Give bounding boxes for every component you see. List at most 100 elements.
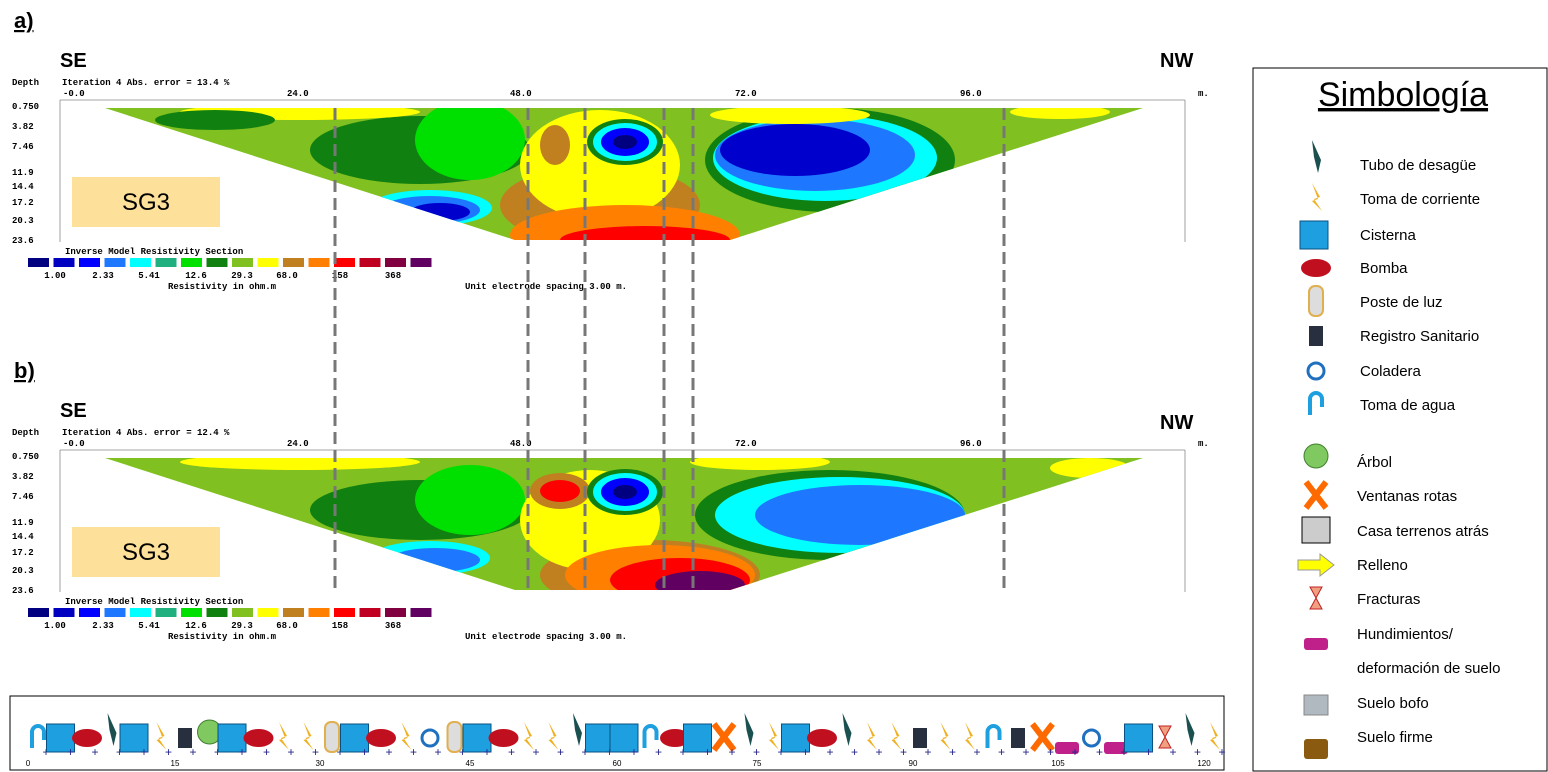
scale-unit: Resistivity in ohm.m <box>168 282 277 292</box>
scale-swatch <box>385 258 406 267</box>
legend-icon <box>585 723 614 753</box>
scale-label: 2.33 <box>92 271 114 281</box>
legend-icon <box>1309 586 1323 610</box>
legend-icon <box>1303 480 1329 510</box>
legend-item: Fracturas <box>1357 591 1420 608</box>
resistivity-zone <box>410 203 470 221</box>
direction-left: SE <box>60 400 87 422</box>
section-title: Inverse Model Resistivity Section <box>65 597 243 607</box>
resistivity-zone <box>540 125 570 165</box>
scale-label: 1.00 <box>44 621 66 631</box>
depth-tick-label: 11.9 <box>12 168 34 178</box>
strip-electrode: + <box>165 745 172 759</box>
strip-tick-label: 60 <box>613 759 622 768</box>
strip-electrode: + <box>287 745 294 759</box>
legend-icon <box>1104 742 1128 754</box>
tag-box <box>72 527 220 577</box>
resistivity-zone <box>560 226 730 240</box>
strip-electrode: + <box>1047 745 1054 759</box>
strip-tick-label: 105 <box>1051 759 1065 768</box>
strip-electrode: + <box>1096 745 1103 759</box>
depth-tick-label: 0.750 <box>12 452 39 462</box>
resistivity-zone <box>720 124 870 176</box>
strip-electrode: + <box>312 745 319 759</box>
x-tick-label: 96.0 <box>960 89 982 99</box>
legend-item: Relleno <box>1357 557 1408 574</box>
scale-label: 5.41 <box>138 621 160 631</box>
scale-unit: Resistivity in ohm.m <box>168 632 277 642</box>
legend-item: Poste de luz <box>1360 294 1443 311</box>
legend-icon <box>1303 443 1329 469</box>
legend-icon <box>1308 391 1324 415</box>
scale-swatch <box>308 608 330 617</box>
x-unit: m. <box>1198 89 1209 99</box>
resistivity-zone <box>155 110 275 130</box>
spacing-text: Unit electrode spacing 3.00 m. <box>465 632 627 642</box>
section-title: Inverse Model Resistivity Section <box>65 247 243 257</box>
legend-icon <box>1158 725 1172 749</box>
x-tick-label: -0.0 <box>63 89 85 99</box>
iteration-text: Iteration 4 Abs. error = 12.4 % <box>62 428 230 438</box>
resistivity-panel: a) SE NW Depth Iteration 4 Abs. error = 13.4… <box>12 8 1209 292</box>
legend-icon <box>446 721 463 753</box>
strip-electrode: + <box>557 745 564 759</box>
strip-electrode: + <box>949 745 956 759</box>
resistivity-zone <box>415 465 525 535</box>
legend-icon <box>1299 220 1329 250</box>
resistivity-section <box>105 108 1143 240</box>
strip-electrode: + <box>508 745 515 759</box>
strip-electrode: + <box>1145 745 1152 759</box>
strip-electrode: + <box>851 745 858 759</box>
direction-right: NW <box>1160 412 1193 434</box>
legend-icon <box>1303 694 1329 716</box>
scale-label: 12.6 <box>185 271 207 281</box>
direction-right: NW <box>1160 50 1193 72</box>
depth-tick-label: 0.750 <box>12 102 39 112</box>
scale-swatch <box>257 608 279 617</box>
legend-icon <box>1312 140 1321 173</box>
x-tick-label: 24.0 <box>287 439 309 449</box>
direction-left: SE <box>60 50 87 72</box>
depth-label: Depth <box>12 428 39 438</box>
scale-swatch <box>334 258 355 267</box>
scale-swatch <box>181 258 202 267</box>
scale-swatch <box>206 608 228 617</box>
legend-item: Hundimientos/ <box>1357 626 1454 643</box>
resistivity-zone <box>415 108 525 180</box>
scale-swatch <box>155 608 177 617</box>
legend-icon <box>940 722 951 750</box>
legend-icon <box>1185 713 1195 746</box>
resistivity-zone <box>1050 458 1130 478</box>
legend-icon <box>46 723 75 753</box>
scale-swatch <box>308 258 330 267</box>
depth-tick-label: 11.9 <box>12 518 34 528</box>
legend-item: Suelo firme <box>1357 729 1433 746</box>
strip-electrode: + <box>704 745 711 759</box>
strip-tick-label: 45 <box>466 759 475 768</box>
legend-icon <box>1304 638 1328 650</box>
legend-icon <box>462 723 492 753</box>
strip-electrode: + <box>1022 745 1029 759</box>
strip-electrode: + <box>532 745 539 759</box>
scale-swatch <box>53 258 75 267</box>
legend-icon <box>548 722 559 750</box>
strip-electrode: + <box>91 745 98 759</box>
scale-swatch <box>359 258 381 267</box>
scale-label: 368 <box>385 621 401 631</box>
legend-icon <box>1055 742 1079 754</box>
strip-electrode: + <box>875 745 882 759</box>
resistivity-panel: b) SE NW Depth Iteration 4 Abs. error = 12.4… <box>12 358 1209 642</box>
scale-label: 68.0 <box>276 621 298 631</box>
legend-icon <box>711 722 737 752</box>
strip-electrode: + <box>1169 745 1176 759</box>
legend-icon <box>488 729 519 747</box>
strip-electrode: + <box>900 745 907 759</box>
strip-electrode: + <box>826 745 833 759</box>
scale-swatch <box>232 608 253 617</box>
depth-tick-label: 3.82 <box>12 122 34 132</box>
legend-icon <box>1297 552 1335 578</box>
x-unit: m. <box>1198 439 1209 449</box>
strip-electrode: + <box>802 745 809 759</box>
